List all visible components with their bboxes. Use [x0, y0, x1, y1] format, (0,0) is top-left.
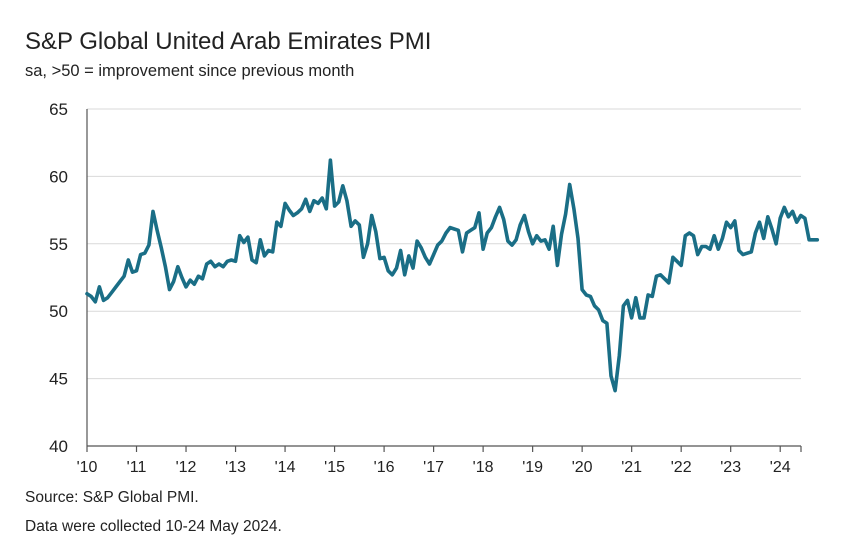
- y-tick-label: 45: [49, 370, 68, 389]
- x-tick-label: '12: [176, 459, 197, 476]
- x-tick-label: '22: [671, 459, 692, 476]
- y-tick-label: 50: [49, 302, 68, 321]
- axes: [86, 109, 801, 447]
- x-tick-label: '11: [127, 459, 147, 476]
- x-tick-label: '24: [770, 459, 791, 476]
- x-tick-label: '14: [275, 459, 296, 476]
- x-tick-label: '20: [572, 459, 593, 476]
- series-line-pmi: [85, 158, 820, 393]
- y-tick-label: 55: [49, 235, 68, 254]
- y-tick-label: 40: [49, 437, 68, 456]
- x-tick-label: '17: [423, 459, 444, 476]
- source-note: Source: S&P Global PMI.: [25, 489, 199, 506]
- x-tick-label: '19: [522, 459, 543, 476]
- x-tick-label: '10: [77, 459, 98, 476]
- x-tick-label: '21: [621, 459, 642, 476]
- gridlines: [87, 108, 801, 380]
- x-tick-label: '16: [374, 459, 395, 476]
- x-axis-ticks: '10 '11 '12 '13 '14 '15 '16 '17 '18 '19 '20 '21 '22 '…: [77, 446, 802, 476]
- x-tick-label: '13: [225, 459, 246, 476]
- collection-note: Data were collected 10-24 May 2024.: [25, 518, 282, 535]
- y-tick-label: 60: [49, 167, 68, 186]
- chart-subtitle: sa, >50 = improvement since previous mon…: [25, 62, 355, 80]
- x-tick-label: '15: [324, 459, 345, 476]
- x-tick-label: '18: [473, 459, 494, 476]
- chart-title: S&P Global United Arab Emirates PMI: [25, 28, 432, 55]
- series-group: [85, 158, 820, 393]
- y-tick-label: 65: [49, 100, 68, 119]
- x-tick-label: '23: [720, 459, 741, 476]
- y-axis-ticks: 40 45 50 55 60 65: [49, 100, 68, 456]
